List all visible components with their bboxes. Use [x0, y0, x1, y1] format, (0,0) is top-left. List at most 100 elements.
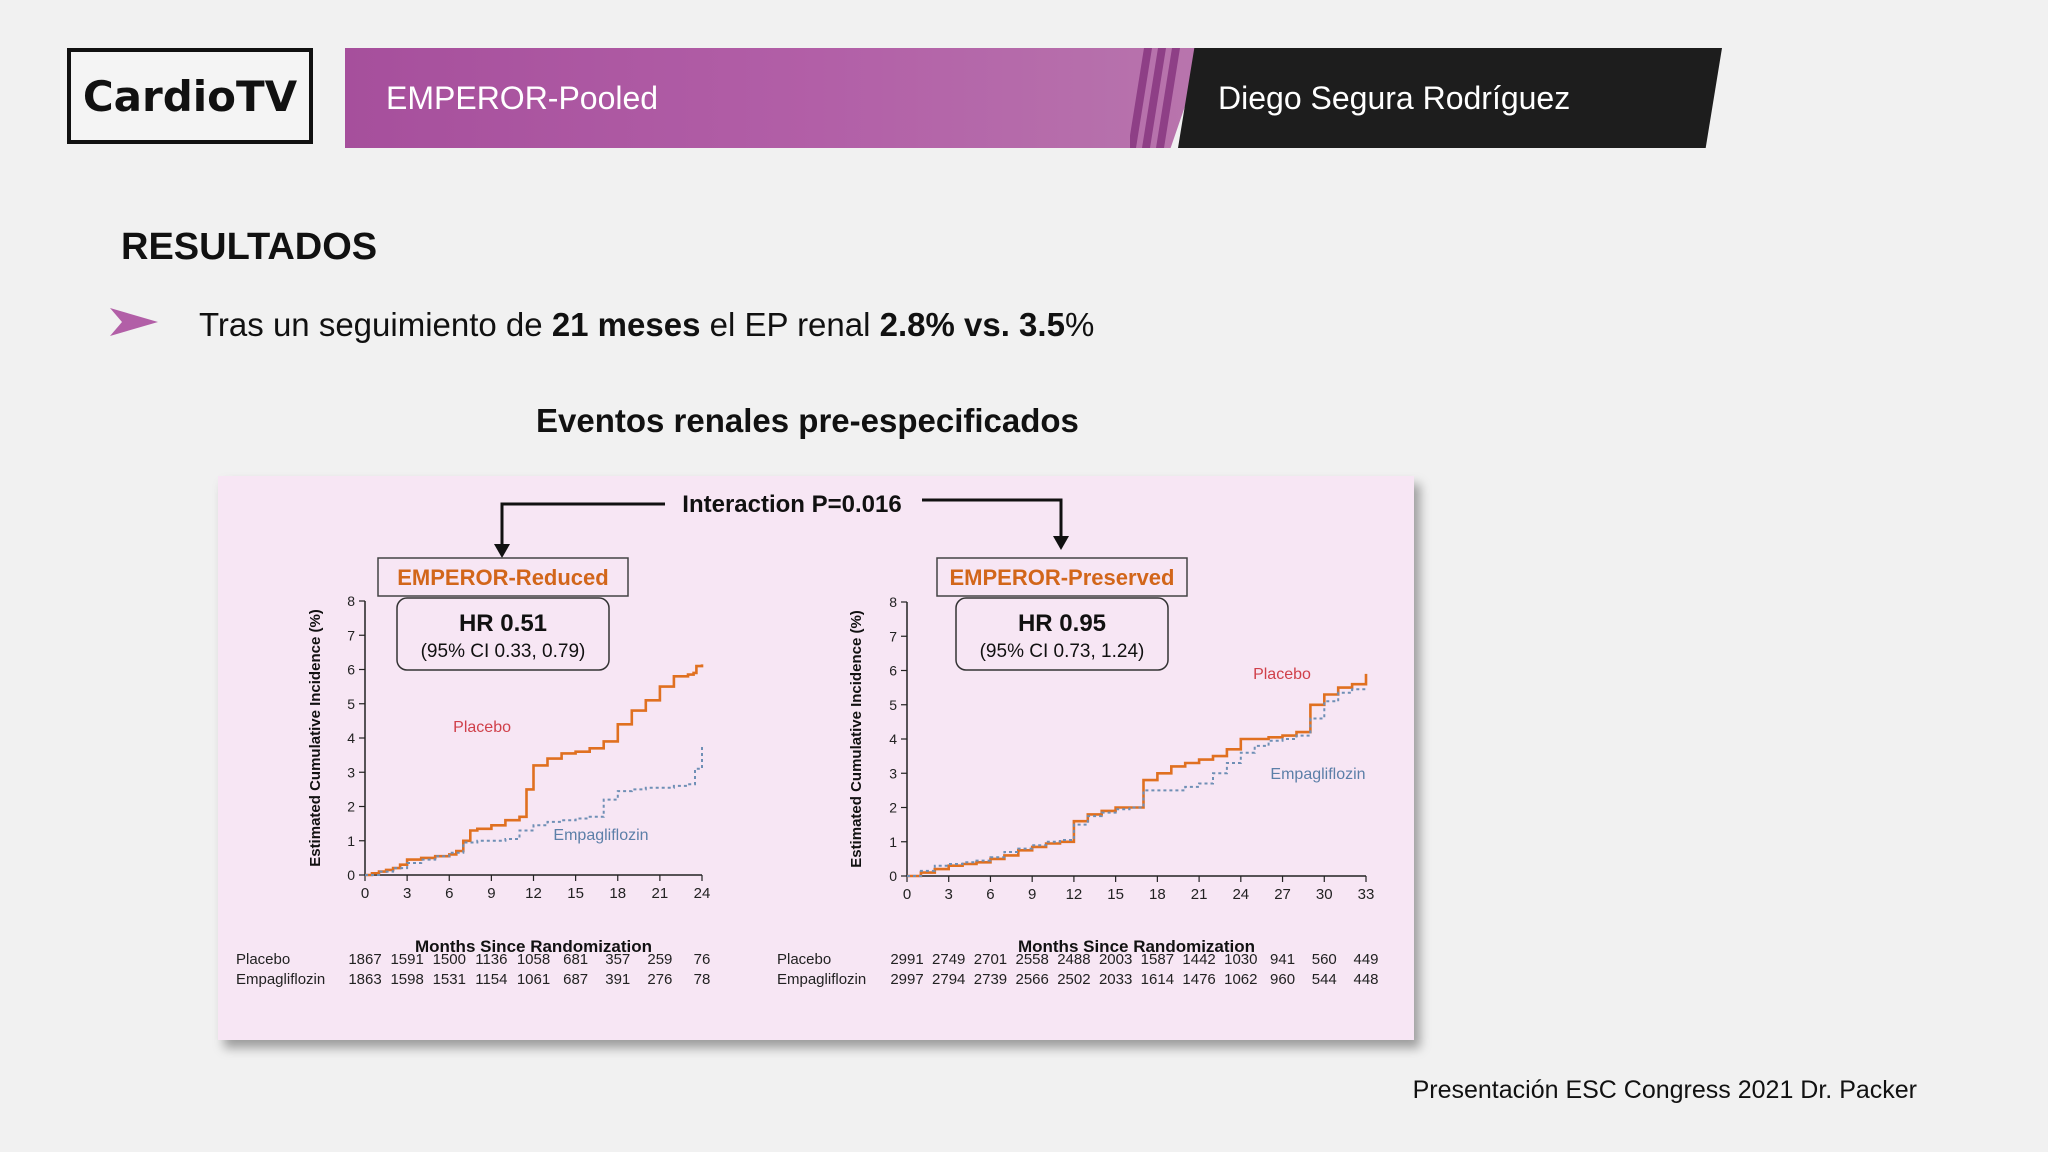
- risk-value: 2794: [932, 971, 965, 988]
- risk-value: 2502: [1057, 971, 1090, 988]
- risk-value: 560: [1312, 951, 1337, 968]
- y-tick-label: 8: [889, 594, 897, 610]
- risk-value: 1614: [1141, 971, 1174, 988]
- risk-value: 2488: [1057, 951, 1090, 968]
- risk-row-label: Empagliflozin: [777, 971, 866, 988]
- chart-panel: Interaction P=0.016 0 1 2 3 4 5 6 7 8 0 3 6 9 12 15 18 2…: [218, 476, 1414, 1040]
- risk-value: 2991: [890, 951, 923, 968]
- risk-row-label: Placebo: [777, 951, 831, 968]
- y-tick-label: 1: [889, 834, 897, 850]
- x-tick-label: 9: [487, 885, 495, 902]
- risk-value: 1598: [390, 971, 423, 988]
- chevron-arrow-icon: [110, 308, 158, 336]
- y-tick-label: 2: [889, 800, 897, 816]
- y-tick-label: 8: [347, 593, 355, 609]
- risk-value: 1136: [475, 951, 507, 968]
- y-tick-label: 4: [889, 731, 897, 747]
- x-tick-label: 15: [1107, 886, 1124, 903]
- series-line-placebo: [365, 664, 704, 877]
- x-tick-label: 0: [361, 885, 369, 902]
- risk-value: 2701: [974, 951, 1007, 968]
- risk-value: 391: [605, 971, 630, 988]
- y-tick-label: 5: [889, 697, 897, 713]
- risk-value: 1867: [348, 951, 381, 968]
- y-tick-label: 6: [347, 662, 355, 678]
- title-banner: [345, 48, 1205, 148]
- y-tick-label: 6: [889, 663, 897, 679]
- hr-value: HR 0.51: [459, 610, 547, 637]
- y-tick-label: 1: [347, 833, 355, 849]
- risk-value: 78: [694, 971, 711, 988]
- risk-value: 1863: [348, 971, 381, 988]
- x-tick-label: 18: [1149, 886, 1166, 903]
- y-tick-label: 2: [347, 799, 355, 815]
- risk-value: 681: [563, 951, 588, 968]
- x-tick-label: 3: [945, 886, 953, 903]
- series-label-placebo: Placebo: [453, 719, 511, 736]
- x-tick-label: 33: [1358, 886, 1375, 903]
- chart-title-box: [936, 557, 1188, 597]
- hr-ci: (95% CI 0.33, 0.79): [421, 641, 586, 662]
- x-tick-label: 21: [1191, 886, 1208, 903]
- x-tick-label: 27: [1274, 886, 1291, 903]
- risk-value: 2558: [1015, 951, 1048, 968]
- presentation-title: EMPEROR-Pooled: [386, 80, 659, 116]
- y-tick-label: 5: [347, 696, 355, 712]
- chart-title-box: [377, 557, 629, 597]
- cardiotv-logo[interactable]: CardioTV: [67, 48, 313, 144]
- risk-value: 449: [1353, 951, 1378, 968]
- risk-value: 1058: [517, 951, 550, 968]
- x-tick-label: 21: [652, 885, 669, 902]
- x-axis-label: Months Since Randomization: [415, 937, 652, 956]
- risk-value: 259: [647, 951, 672, 968]
- y-tick-label: 0: [347, 867, 355, 883]
- risk-value: 960: [1270, 971, 1295, 988]
- risk-value: 544: [1312, 971, 1337, 988]
- x-tick-label: 9: [1028, 886, 1036, 903]
- speaker-banner: [1178, 48, 1722, 148]
- y-tick-label: 7: [889, 628, 897, 644]
- risk-value: 1062: [1224, 971, 1257, 988]
- risk-value: 2739: [974, 971, 1007, 988]
- risk-value: 1587: [1141, 951, 1174, 968]
- chart-title: EMPEROR-Preserved: [950, 565, 1175, 590]
- x-tick-label: 24: [1232, 886, 1249, 903]
- risk-value: 1030: [1224, 951, 1257, 968]
- y-tick-label: 0: [889, 868, 897, 884]
- risk-value: 687: [563, 971, 588, 988]
- risk-value: 2997: [890, 971, 923, 988]
- x-tick-label: 24: [694, 885, 711, 902]
- arrowhead-right: [1053, 536, 1069, 550]
- y-axis-label: Estimated Cumulative Incidence (%): [848, 610, 865, 868]
- arrowhead-left: [494, 544, 510, 558]
- x-tick-label: 18: [609, 885, 626, 902]
- risk-value: 1476: [1182, 971, 1215, 988]
- x-tick-label: 6: [986, 886, 994, 903]
- footer-credit: Presentación ESC Congress 2021 Dr. Packe…: [1412, 1076, 1917, 1104]
- risk-row-label: Placebo: [236, 951, 290, 968]
- y-axis-label: Estimated Cumulative Incidence (%): [307, 609, 324, 867]
- risk-value: 1442: [1182, 951, 1215, 968]
- series-label-placebo: Placebo: [1253, 666, 1311, 683]
- chart-title: EMPEROR-Reduced: [397, 565, 608, 590]
- x-tick-label: 30: [1316, 886, 1333, 903]
- series-label-empagliflozin: Empagliflozin: [1270, 766, 1365, 783]
- x-axis-label: Months Since Randomization: [1018, 937, 1255, 956]
- hr-ci: (95% CI 0.73, 1.24): [980, 641, 1145, 662]
- risk-value: 2566: [1015, 971, 1048, 988]
- y-tick-label: 4: [347, 730, 355, 746]
- y-tick-label: 3: [889, 765, 897, 781]
- x-tick-label: 0: [903, 886, 911, 903]
- hr-value: HR 0.95: [1018, 610, 1106, 637]
- speaker-name: Diego Segura Rodríguez: [1218, 80, 1571, 116]
- series-line-empagliflozin: [907, 687, 1367, 877]
- chart-subtitle: Eventos renales pre-especificados: [536, 402, 1079, 439]
- series-label-empagliflozin: Empagliflozin: [553, 827, 648, 844]
- y-tick-label: 7: [347, 627, 355, 643]
- y-tick-label: 3: [347, 764, 355, 780]
- x-tick-label: 12: [1066, 886, 1083, 903]
- risk-value: 448: [1353, 971, 1378, 988]
- risk-value: 1531: [433, 971, 466, 988]
- banner-stripes: [1130, 48, 1180, 148]
